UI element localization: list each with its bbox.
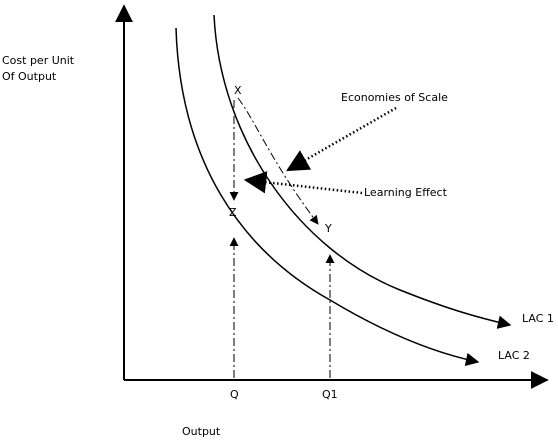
y-axis-label: Cost per Unit [2, 54, 75, 67]
y-axis-label: Of Output [2, 70, 57, 83]
x-axis-label: Output [182, 425, 221, 438]
point-label: Z [229, 206, 237, 219]
axes [115, 4, 549, 389]
annotation: Economies of Scale [341, 91, 448, 104]
learning-arrow [243, 171, 363, 195]
x-tick: Q1 [322, 388, 338, 401]
economies-arrow [286, 106, 397, 172]
annotation: Learning Effect [364, 186, 448, 199]
curve-label: LAC 1 [522, 312, 554, 325]
point-label: X [234, 84, 242, 97]
lac1-curve [213, 14, 512, 329]
x-tick: Q [230, 388, 239, 401]
lac2-curve [175, 27, 480, 367]
x-to-y [237, 97, 319, 225]
curve-label: LAC 2 [498, 349, 530, 362]
point-label: Y [324, 222, 332, 235]
